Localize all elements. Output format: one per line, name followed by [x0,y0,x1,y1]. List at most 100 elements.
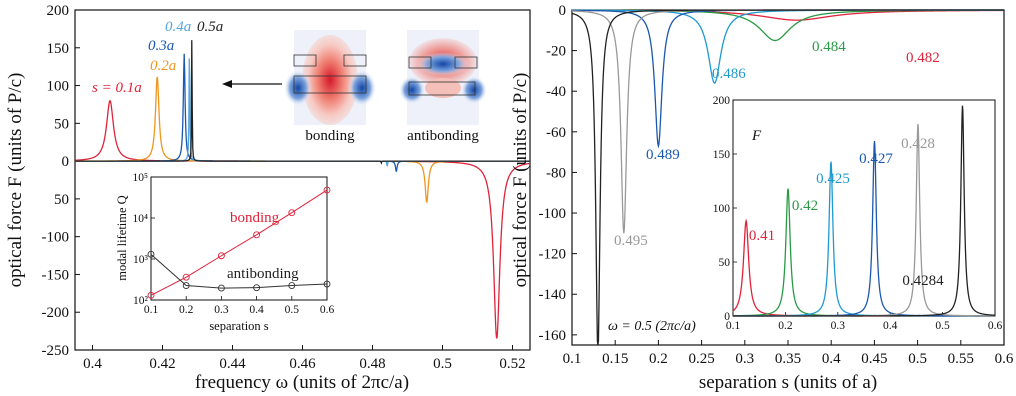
right-series-label: 0.495 [614,233,648,249]
q-inset-xtick-label: 0.2 [179,304,194,316]
right-ytick-label: -160 [539,328,567,344]
left-ytick-label: -100 [42,230,70,246]
right-xtick-label: 0.25 [688,351,714,367]
left-ytick-label: -200 [42,305,70,321]
right-ytick-label: -140 [539,287,567,303]
q-inset-xlabel: separation s [209,319,268,333]
left-ytick-label: -250 [42,343,70,359]
left-series-labels: s = 0.1a 0.2a 0.3a 0.4a 0.5a [92,19,223,96]
q-inset-xtick-label: 0.5 [285,304,300,316]
force-inset-xtick-label: 0.2 [778,320,793,332]
right-ytick-label: -60 [546,125,566,141]
left-xtick-label: 0.4 [83,356,102,372]
right-ytick-label: -20 [546,44,566,60]
right-xtick-label: 0.6 [995,351,1014,367]
q-inset-point [182,282,190,290]
q-inset-curves [147,186,331,299]
q-inset-ylabel: modal lifetime Q [115,195,129,280]
left-series-label: 0.2a [150,58,176,74]
force-inset-xtick-label: 0.4 [883,320,898,332]
force-inset-series-label: 0.427 [859,151,893,167]
left-curves [74,40,531,339]
right-ytick-label: -100 [539,206,567,222]
q-inset-point [288,209,296,217]
q-inset-point [217,252,225,260]
force-inset-xtick-label: 0.6 [988,320,1003,332]
right-panel: 0.1 0.15 0.2 0.25 0.3 0.35 0.4 0.45 0.5 0.55 0.6 0 -… [510,3,1014,393]
left-ytick-label: 0 [62,154,70,170]
force-inset-ticks: 0.1 0.2 0.3 0.4 0.5 0.6 0 50 100 150 200 [713,95,1003,332]
pointer-arrow [222,80,282,88]
antibonding-mode-image [399,30,487,125]
q-inset-xtick-label: 0.1 [144,304,159,316]
q-inset-point [253,284,261,292]
q-inset-xtick-label: 0.3 [214,304,229,316]
q-inset-point [288,282,296,290]
force-inset-ytick-label: 50 [719,257,731,269]
right-xlabel: separation s (units of a) [699,372,877,393]
left-series-label: 0.4a [165,19,191,35]
right-series-labels: 0.482 0.484 0.486 0.489 0.495 [614,39,940,249]
right-series-line [572,9,1004,84]
q-inset-bonding-label: bonding [230,210,280,226]
q-inset-background [110,171,329,302]
q-inset-ytick-label: 10⁴ [132,213,148,225]
left-xtick-label: 0.48 [359,356,385,372]
left-axis-ticks: 0.4 0.42 0.44 0.46 0.48 0.5 0.52 200 150 100 50 0 50… [42,3,526,372]
left-xtick-label: 0.52 [499,356,525,372]
right-ytick-label: 0 [559,3,567,19]
force-inset-series-label: 0.425 [816,171,850,187]
left-xlabel: frequency ω (units of 2πc/a) [195,372,409,393]
right-ytick-label: -40 [546,84,566,100]
bonding-mode-image [284,30,376,125]
q-inset-point [217,284,225,292]
left-series-label: s = 0.1a [92,80,142,96]
right-xtick-label: 0.3 [735,351,754,367]
left-ylabel: optical force F (units of P/c) [5,73,26,288]
force-inset-frame [732,99,996,317]
left-xtick-label: 0.5 [433,356,452,372]
left-panel: 0.4 0.42 0.44 0.46 0.48 0.5 0.52 200 150 100 50 0 50… [5,3,531,393]
right-xtick-label: 0.45 [861,351,887,367]
omega-annotation: ω = 0.5 (2πc/a) [608,319,696,334]
right-xtick-label: 0.35 [775,351,801,367]
force-inset-ytick-label: 150 [713,149,731,161]
force-inset-ylabel: F [751,128,762,144]
right-series-line [571,9,1004,346]
force-inset-xtick-label: 0.3 [831,320,846,332]
left-ytick-label: -150 [42,267,70,283]
q-inset-point [323,186,331,194]
right-xtick-label: 0.1 [563,351,582,367]
bonding-label: bonding [305,128,355,144]
q-inset-point [323,280,331,288]
force-inset-series-line [733,105,996,317]
right-xtick-label: 0.2 [649,351,668,367]
q-inset-point [147,250,155,258]
right-ytick-label: -80 [546,165,566,181]
force-inset-labels: 0.41 0.42 0.425 0.427 0.428 0.4284 [749,136,944,289]
right-series-label: 0.484 [812,39,846,55]
right-series-label: 0.489 [646,147,680,163]
antibonding-label: antibonding [407,128,479,144]
right-xtick-label: 0.55 [948,351,974,367]
left-ytick-label: 200 [47,3,70,19]
left-series-label: 0.5a [197,19,223,35]
q-inset-series-line [150,253,328,289]
q-inset-point [147,291,155,299]
q-inset: 0.1 0.2 0.3 0.4 0.5 0.6 10² 10³ 10⁴ 10⁵ bonding a… [110,171,334,333]
q-inset-ytick-label: 10² [133,295,149,307]
force-inset-series-label: 0.4284 [902,273,944,289]
right-curves [571,9,1004,346]
right-ytick-label: -120 [539,247,567,263]
right-xtick-label: 0.15 [602,351,628,367]
q-inset-ytick-label: 10³ [133,254,149,266]
force-inset-ytick-label: 100 [713,203,731,215]
force-inset-xtick-label: 0.5 [935,320,950,332]
force-inset-curves [732,105,996,317]
left-series-label: 0.3a [148,38,174,54]
left-ytick-label: 150 [47,41,70,57]
q-inset-point [182,273,190,281]
left-xtick-label: 0.42 [149,356,175,372]
